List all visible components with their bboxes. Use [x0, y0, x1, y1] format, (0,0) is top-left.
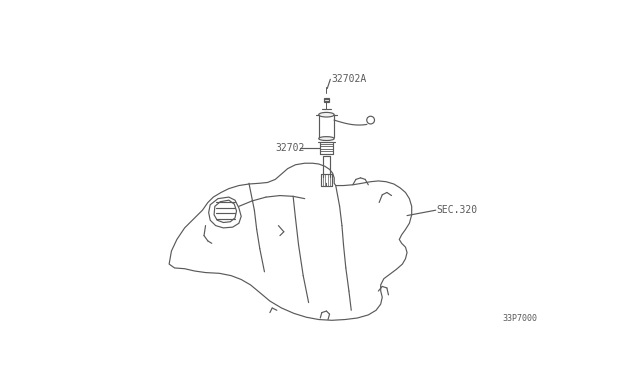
Ellipse shape: [319, 137, 334, 141]
Ellipse shape: [319, 112, 334, 117]
Bar: [324, 98, 329, 102]
Text: 32702A: 32702A: [331, 74, 366, 84]
Text: 33P7000: 33P7000: [502, 314, 538, 323]
Text: SEC.320: SEC.320: [436, 205, 477, 215]
Text: 32702: 32702: [275, 143, 305, 153]
